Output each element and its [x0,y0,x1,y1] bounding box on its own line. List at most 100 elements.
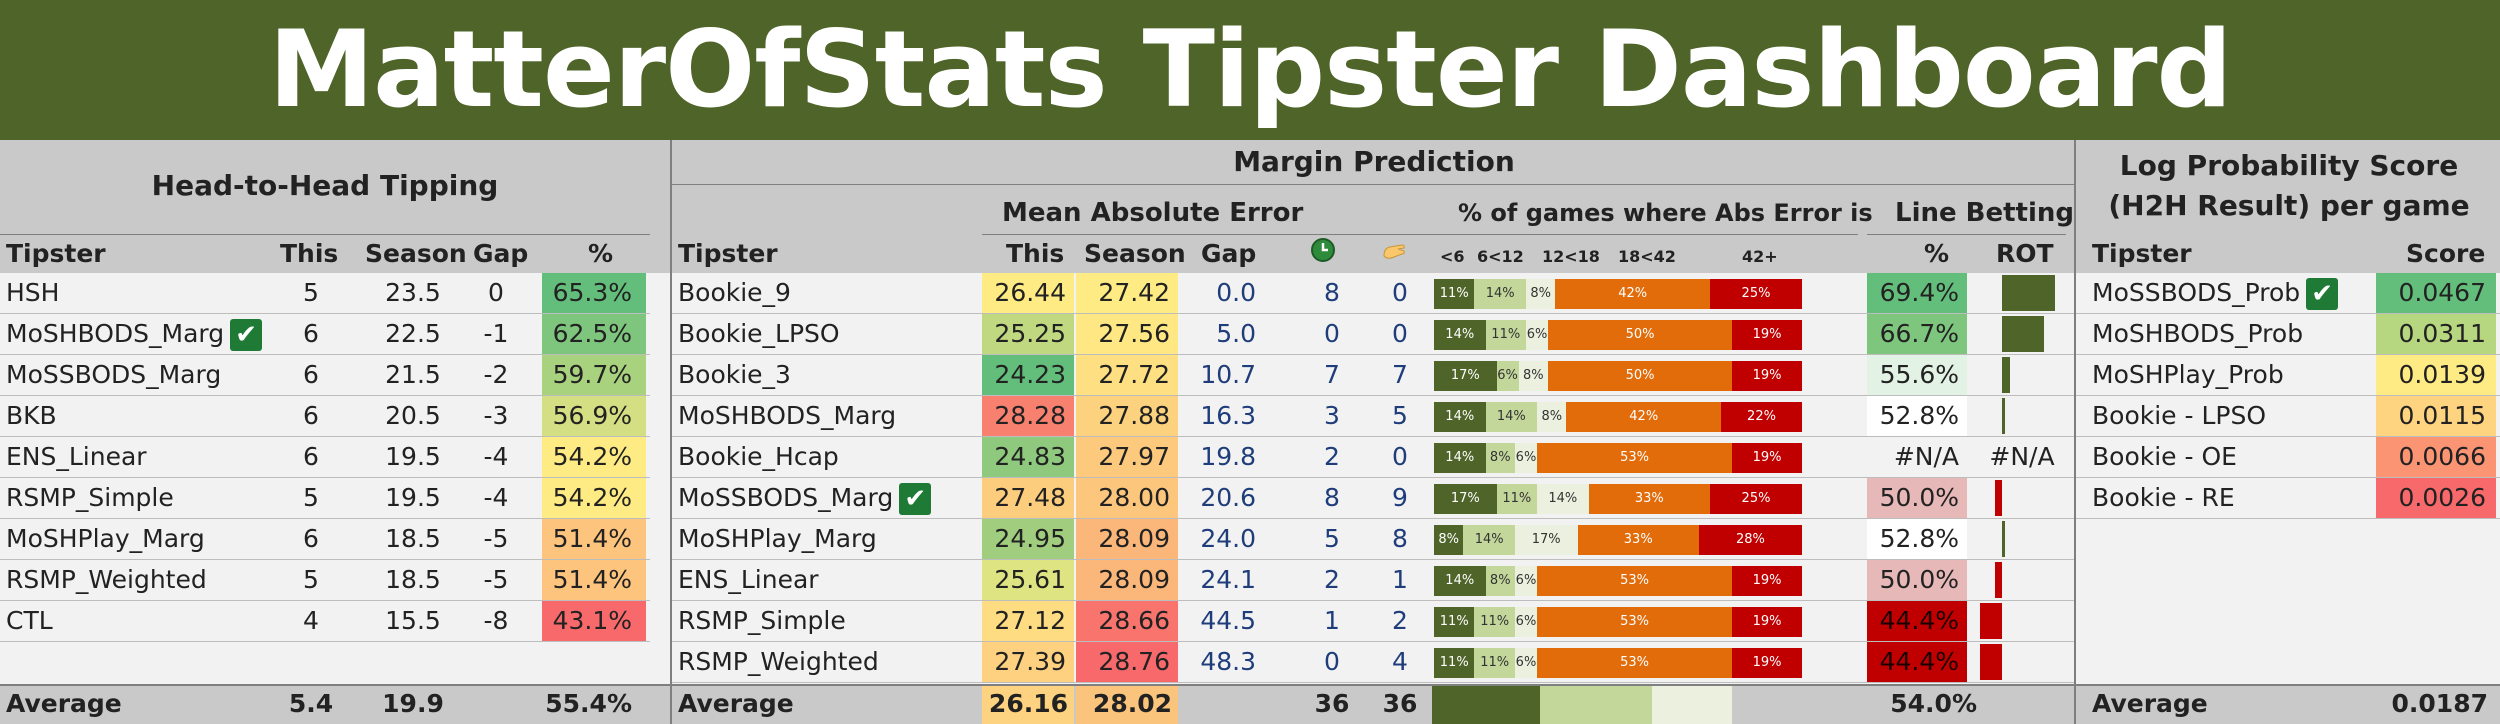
tipster-name: MoSHPlay_Marg [678,524,877,553]
margin-average-label: Average [678,689,794,718]
abs-error-segment: 11% [1474,648,1515,678]
h2h-row-this: 6 [303,319,319,348]
abs-error-segment: 14% [1474,279,1526,309]
abs-error-segment: 14% [1463,525,1515,555]
h2h-row-pct: 43.1% [542,601,646,641]
abs-error-distribution-bar: 14% 11% 6% 50% 19% [1434,320,1802,350]
clock-icon [1311,238,1335,262]
checkmark-icon: ✔ [230,319,263,351]
margin-panel: Margin Prediction Mean Absolute Error % … [670,140,2076,724]
margin-row-tipster: Bookie_9 [678,273,791,313]
log-prob-row-tipster: MoSHPlay_Prob [2092,355,2284,395]
tipster-name: ENS_Linear [6,442,147,471]
h2h-average-this: 5.4 [288,689,334,718]
abs-error-bucket-header: 6<12 [1477,247,1524,266]
abs-error-segment: 11% [1434,279,1475,309]
margin-row-season: 28.66 [1076,601,1178,641]
h2h-row-tipster: MoSHBODS_Marg ✔ [6,314,263,354]
h2h-col-gap: Gap [473,239,529,268]
margin-row-tipster: MoSHBODS_Marg [678,396,896,436]
margin-row-this: 25.61 [982,560,1074,600]
abs-error-segment: 14% [1485,402,1538,432]
abs-error-segment: 8% [1485,566,1515,596]
row-divider [672,518,2076,519]
tipster-name: RSMP_Weighted [678,647,879,676]
abs-error-segment: 8% [1537,402,1567,432]
abs-error-segment: 11% [1474,607,1515,637]
line-betting-rot-bar [2002,398,2005,434]
margin-row-gap: 24.1 [1200,565,1256,594]
margin-row-n1: 2 [1324,565,1340,594]
margin-row-season: 27.56 [1076,314,1178,354]
abs-error-bucket-header: 18<42 [1618,247,1676,266]
line-betting-title: Line Betting [1895,198,2075,228]
margin-row-this: 24.83 [982,437,1074,477]
h2h-row-gap: -5 [483,524,509,553]
h2h-row-tipster: ENS_Linear [6,437,147,477]
tipster-name: BKB [6,401,57,430]
dashboard-banner: MatterOfStats Tipster Dashboard [0,0,2500,140]
tipster-name: MoSSBODS_Marg [678,483,894,512]
tipster-name: Bookie - OE [2092,442,2237,471]
log-prob-row-score: 0.0467 [2376,273,2496,313]
h2h-row-season: 21.5 [385,360,441,389]
margin-row-this: 28.28 [982,396,1074,436]
margin-row-season: 27.42 [1076,273,1178,313]
line-betting-pct: 66.7% [1867,314,1967,354]
log-prob-average-score: 0.0187 [2391,689,2488,718]
row-divider [0,559,650,560]
margin-average-season: 28.02 [1092,689,1172,718]
abs-error-segment: 42% [1566,402,1722,432]
abs-error-segment: 6% [1514,648,1538,678]
abs-error-segment: 17% [1434,484,1497,514]
h2h-col-tipster: Tipster [6,239,106,268]
tipster-name: MoSHPlay_Prob [2092,360,2284,389]
abs-error-segment: 8% [1485,443,1515,473]
log-prob-average-label: Average [2092,689,2208,718]
tipster-name: RSMP_Simple [6,483,174,512]
line-col-pct: % [1924,239,1950,268]
h2h-row-season: 20.5 [385,401,441,430]
abs-error-segment: 19% [1732,648,1802,678]
row-divider [672,313,2076,314]
margin-row-gap: 44.5 [1200,606,1256,635]
margin-row-season: 28.00 [1076,478,1178,518]
abs-error-segment: 8% [1434,525,1464,555]
h2h-row-tipster: HSH [6,273,59,313]
margin-row-n1: 5 [1324,524,1340,553]
margin-row-this: 24.95 [982,519,1074,559]
h2h-row-this: 6 [303,401,319,430]
margin-row-this: 27.12 [982,601,1074,641]
margin-row-this: 25.25 [982,314,1074,354]
h2h-row-season: 19.5 [385,442,441,471]
log-prob-col-score: Score [2406,239,2486,268]
abs-error-segment: 50% [1548,361,1733,391]
abs-error-distribution-bar: 8% 14% 17% 33% 28% [1434,525,1802,555]
h2h-row-season: 18.5 [385,524,441,553]
margin-row-this: 27.48 [982,478,1074,518]
h2h-header-band [0,140,670,235]
h2h-row-tipster: RSMP_Weighted [6,560,207,600]
h2h-row-pct: 59.7% [542,355,646,395]
abs-error-segment: 11% [1434,648,1475,678]
tipster-name: HSH [6,278,60,307]
h2h-row-tipster: CTL [6,601,53,641]
log-prob-row-tipster: MoSHBODS_Prob [2092,314,2303,354]
h2h-row-gap: -8 [483,606,509,635]
abs-error-segment: 53% [1537,566,1733,596]
line-betting-pct: 52.8% [1867,519,1967,559]
tipster-name: Bookie_9 [678,278,791,307]
tipster-name: Bookie_LPSO [678,319,840,348]
h2h-col-season: Season [365,239,467,268]
margin-row-tipster: RSMP_Weighted [678,642,879,682]
row-divider [672,354,2076,355]
h2h-row-this: 6 [303,360,319,389]
row-divider [672,641,2076,642]
h2h-row-gap: -2 [483,360,509,389]
margin-row-gap: 24.0 [1200,524,1256,553]
row-divider [672,436,2076,437]
abs-error-segment: 19% [1732,361,1802,391]
abs-error-segment: 53% [1537,607,1733,637]
row-divider [672,559,2076,560]
margin-row-season: 28.09 [1076,519,1178,559]
